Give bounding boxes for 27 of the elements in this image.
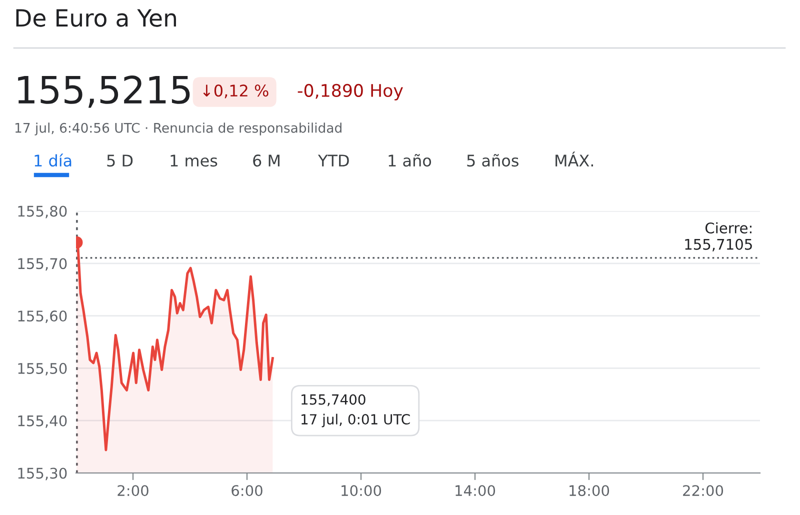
text: ↓0,12 % [203,84,268,98]
text: -0,1890 Hoy [298,84,403,100]
x-tick-label: 22:00 [683,485,724,496]
annotation: 155,7400 17 jul, 0:01 UTC [302,394,410,428]
text: 1 día [34,154,72,167]
y-tick-label: 155,40 [18,415,67,428]
y-tick-label: 155,50 [18,362,67,376]
text: YTD [318,154,349,166]
text: 1 año [388,154,432,167]
text: 6 M [253,154,280,167]
x-tick-label: 6:00 [232,485,262,496]
x-tick-label: 18:00 [570,485,610,496]
y-tick-label: 155,80 [18,206,67,218]
text: 17 jul, 6:40:56 UTC · Renuncia de responsabilidad [15,122,342,136]
chart-subtitle: 155,5215 [18,76,190,108]
text: 1 mes [170,154,218,167]
x-tick-label: 10:00 [342,485,382,496]
x-tick-label: 14:00 [456,485,496,496]
x-tick-label: 2:00 [118,485,148,496]
text: 5 D [107,154,133,167]
y-tick-label: 155,70 [18,258,67,271]
chart-title: De Euro a Yen [16,9,176,27]
ref-line-label: Cierre: 155,7105 [685,222,752,252]
y-tick-label: 155,30 [18,468,67,480]
text: MÁX. [556,152,594,166]
y-tick-label: 155,60 [18,310,67,324]
text: 5 años [467,154,518,167]
